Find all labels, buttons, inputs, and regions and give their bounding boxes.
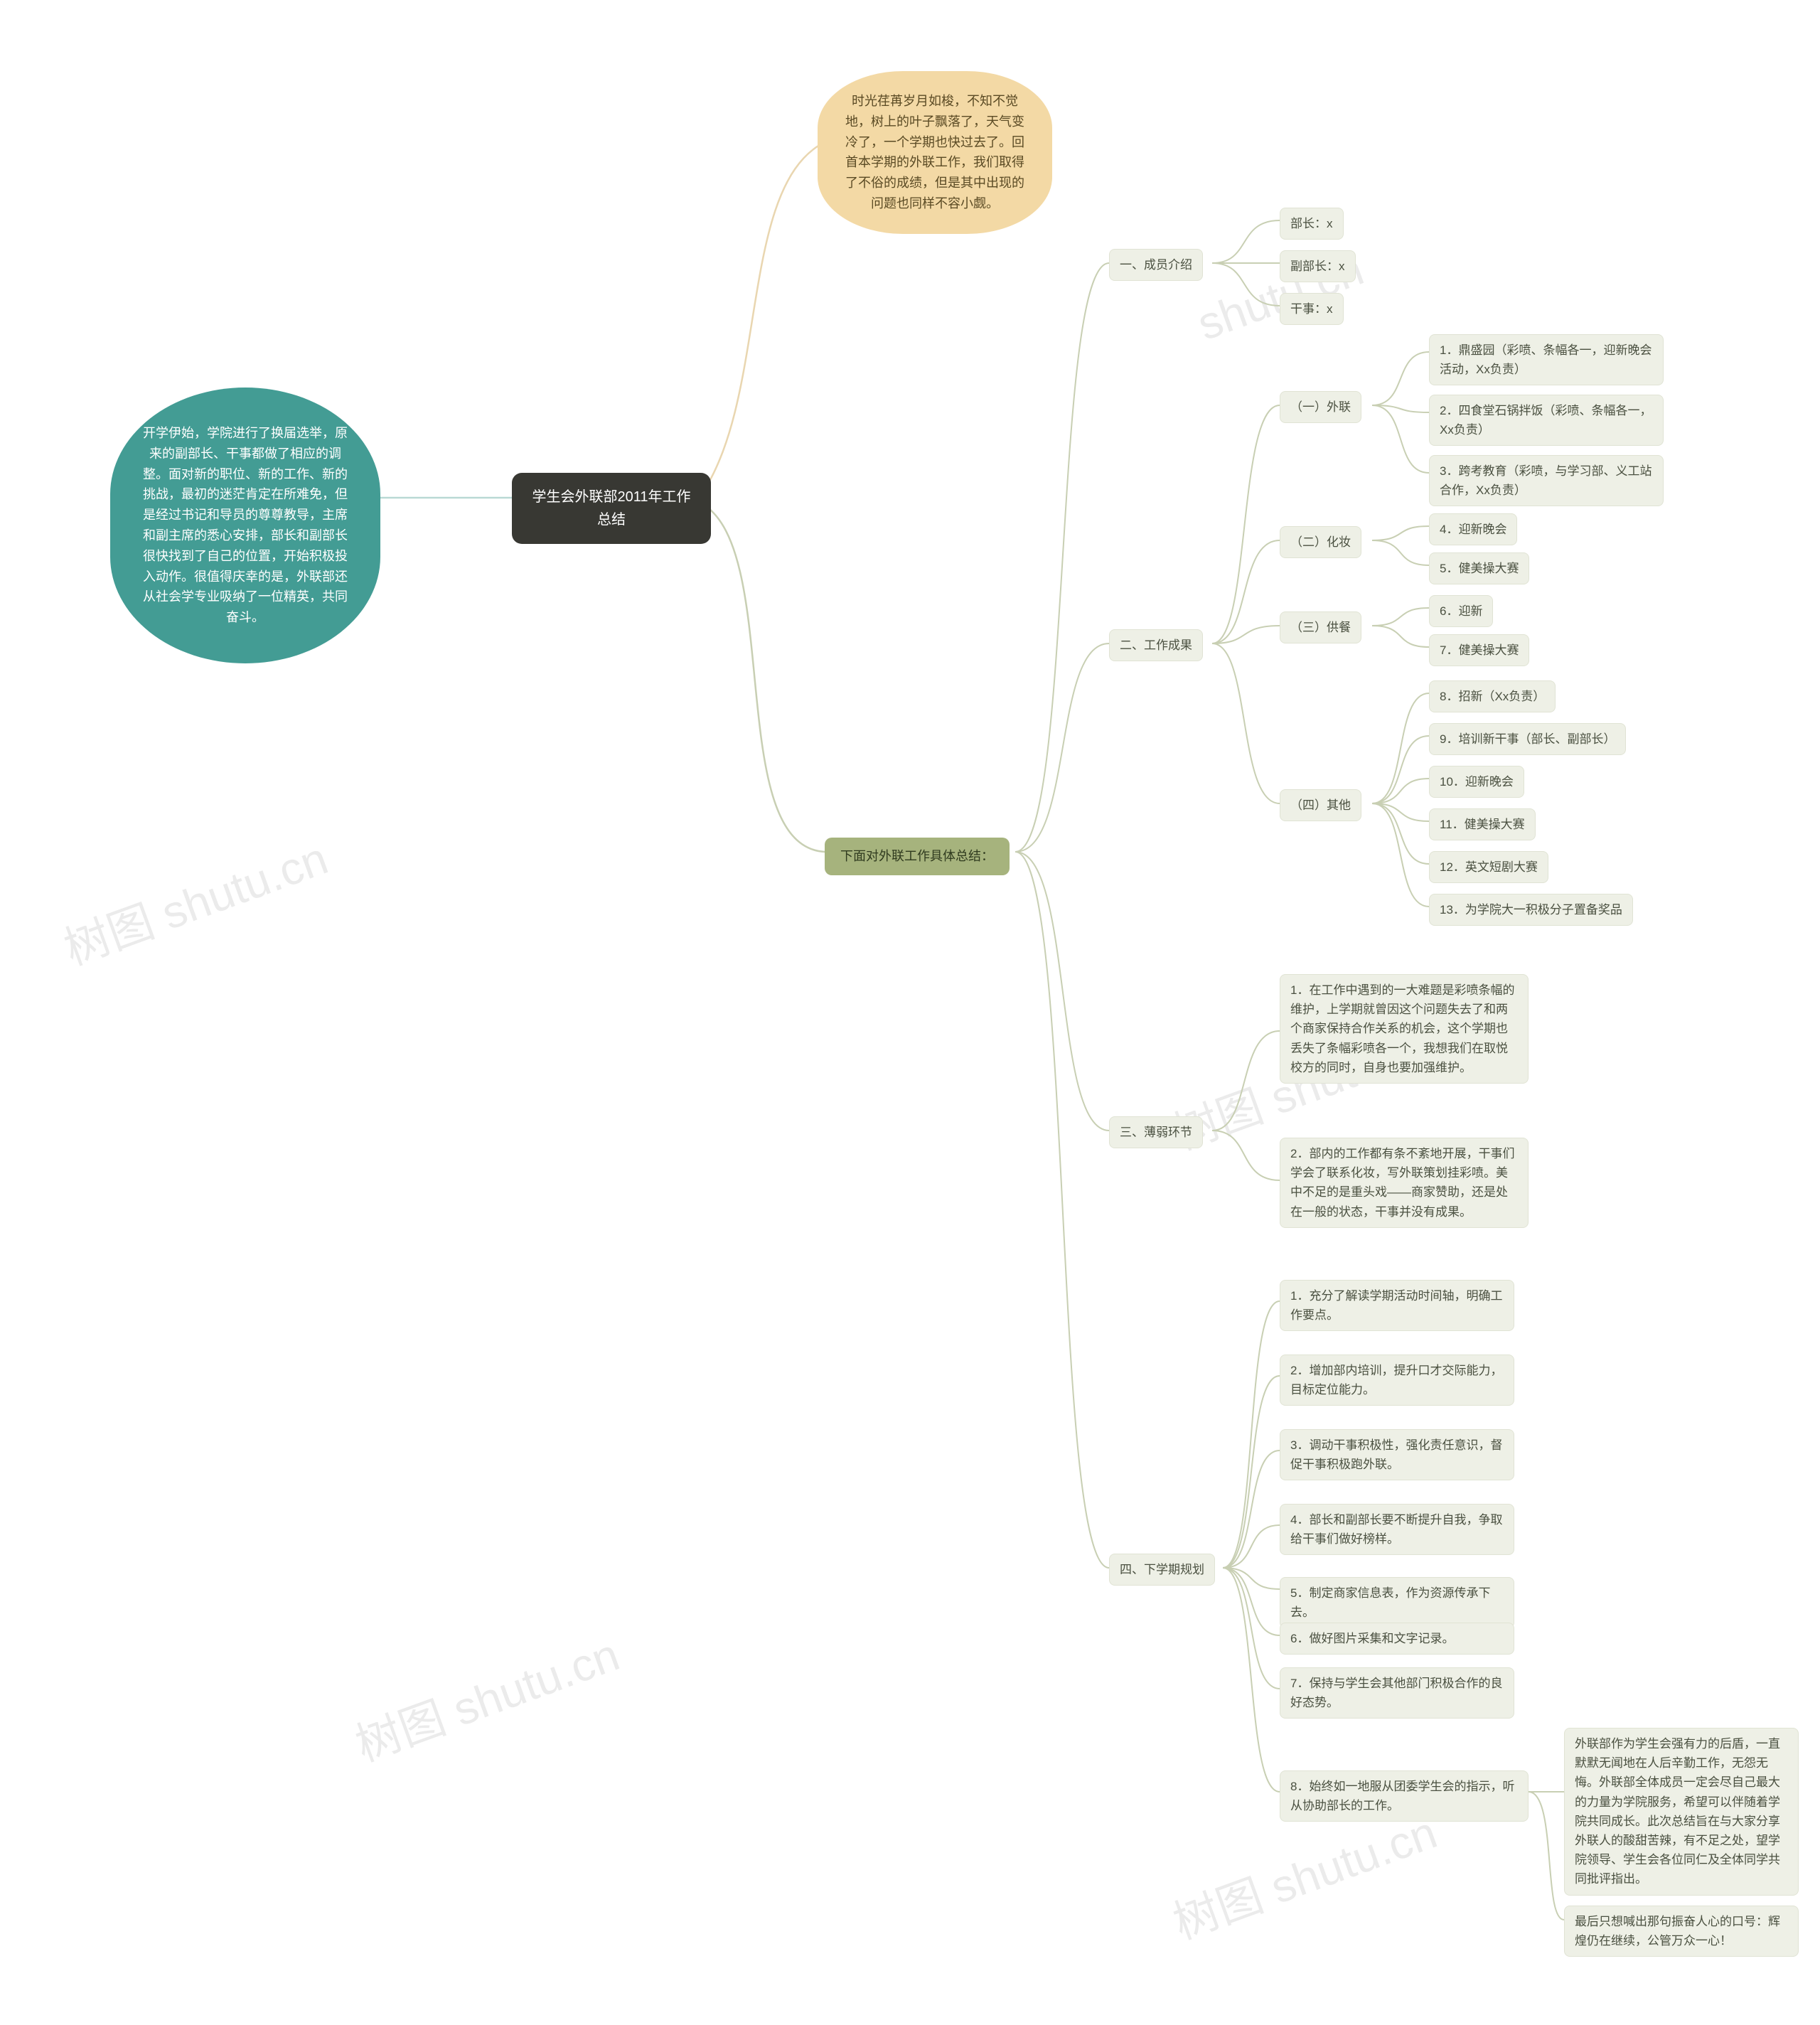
s1-item[interactable]: 部长：x — [1280, 208, 1344, 240]
main-section-node[interactable]: 下面对外联工作具体总结： — [825, 838, 1010, 875]
s4-item[interactable]: 7．保持与学生会其他部门积极合作的良好态势。 — [1280, 1667, 1514, 1719]
s2-g2-item[interactable]: 5．健美操大赛 — [1429, 552, 1529, 584]
s2-g4-item[interactable]: 11．健美操大赛 — [1429, 808, 1536, 840]
s2-group-1[interactable]: （一）外联 — [1280, 391, 1361, 423]
connectors — [0, 0, 1820, 2025]
s4-item[interactable]: 6．做好图片采集和文字记录。 — [1280, 1623, 1514, 1655]
s4-item[interactable]: 1．充分了解读学期活动时间轴，明确工作要点。 — [1280, 1280, 1514, 1331]
s4-tail-1[interactable]: 外联部作为学生会强有力的后盾，一直默默无闻地在人后辛勤工作，无怨无悔。外联部全体… — [1564, 1728, 1799, 1896]
watermark: 树图 shutu.cn — [346, 1618, 627, 1774]
s2-g3-item[interactable]: 6．迎新 — [1429, 595, 1493, 627]
watermark: 树图 shutu.cn — [54, 822, 336, 978]
s2-g3-item[interactable]: 7．健美操大赛 — [1429, 634, 1529, 666]
s4-tail-2[interactable]: 最后只想喊出那句振奋人心的口号：辉煌仍在继续，公管万众一心！ — [1564, 1906, 1799, 1957]
s2-g4-item[interactable]: 13．为学院大一积极分子置备奖品 — [1429, 894, 1633, 926]
section-1[interactable]: 一、成员介绍 — [1109, 249, 1203, 281]
s4-item-8[interactable]: 8．始终如一地服从团委学生会的指示，听从协助部长的工作。 — [1280, 1770, 1529, 1822]
s4-item[interactable]: 5．制定商家信息表，作为资源传承下去。 — [1280, 1577, 1514, 1628]
s1-item[interactable]: 副部长：x — [1280, 250, 1356, 282]
s2-g4-item[interactable]: 12．英文短剧大赛 — [1429, 851, 1548, 883]
s1-item[interactable]: 干事：x — [1280, 293, 1344, 325]
s2-g4-item[interactable]: 8．招新（Xx负责） — [1429, 680, 1556, 712]
summary-node[interactable]: 时光荏苒岁月如梭，不知不觉地，树上的叶子飘落了，天气变冷了，一个学期也快过去了。… — [818, 71, 1052, 234]
section-4[interactable]: 四、下学期规划 — [1109, 1554, 1215, 1586]
section-2[interactable]: 二、工作成果 — [1109, 629, 1203, 661]
section-3[interactable]: 三、薄弱环节 — [1109, 1116, 1203, 1148]
s4-item[interactable]: 2．增加部内培训，提升口才交际能力，目标定位能力。 — [1280, 1355, 1514, 1406]
mindmap-canvas: 树图 shutu.cn 树图 shutu.cn shutu.cn 树图 shut… — [0, 0, 1820, 2025]
s2-g1-item[interactable]: 3．跨考教育（彩喷，与学习部、义工站合作，Xx负责） — [1429, 455, 1664, 506]
s2-group-3[interactable]: （三）供餐 — [1280, 611, 1361, 643]
s3-item[interactable]: 1．在工作中遇到的一大难题是彩喷条幅的维护，上学期就曾因这个问题失去了和两个商家… — [1280, 974, 1529, 1084]
s4-item[interactable]: 4．部长和副部长要不断提升自我，争取给干事们做好榜样。 — [1280, 1504, 1514, 1555]
s2-group-2[interactable]: （二）化妆 — [1280, 526, 1361, 558]
s2-g1-item[interactable]: 1．鼎盛园（彩喷、条幅各一，迎新晚会活动，Xx负责） — [1429, 334, 1664, 385]
s3-item[interactable]: 2．部内的工作都有条不紊地开展，干事们学会了联系化妆，写外联策划挂彩喷。美中不足… — [1280, 1138, 1529, 1228]
s2-g2-item[interactable]: 4．迎新晚会 — [1429, 513, 1517, 545]
s2-g4-item[interactable]: 10．迎新晚会 — [1429, 766, 1524, 798]
intro-node[interactable]: 开学伊始，学院进行了换届选举，原来的副部长、干事都做了相应的调整。面对新的职位、… — [110, 388, 380, 663]
s2-g4-item[interactable]: 9．培训新干事（部长、副部长） — [1429, 723, 1626, 755]
s2-g1-item[interactable]: 2．四食堂石锅拌饭（彩喷、条幅各一，Xx负责） — [1429, 395, 1664, 446]
center-node[interactable]: 学生会外联部2011年工作总结 — [512, 473, 711, 544]
s4-item[interactable]: 3．调动干事积极性，强化责任意识，督促干事积极跑外联。 — [1280, 1429, 1514, 1480]
s2-group-4[interactable]: （四）其他 — [1280, 789, 1361, 821]
